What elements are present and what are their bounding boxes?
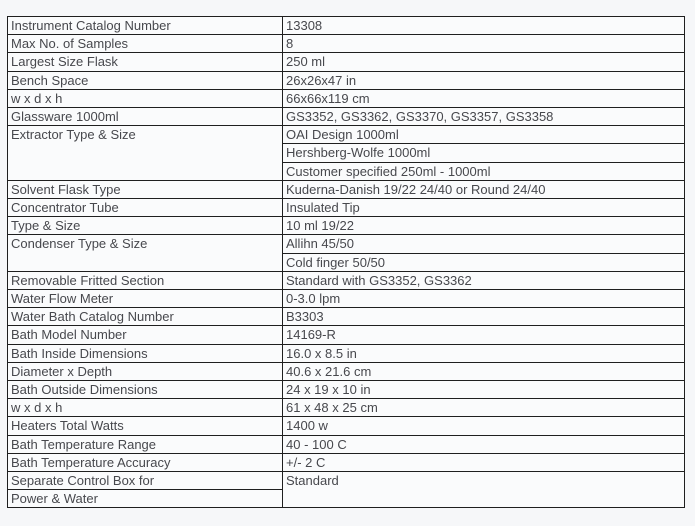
spec-value-cell: Insulated Tip bbox=[282, 198, 685, 218]
spec-label-cell: Bath Inside Dimensions bbox=[7, 343, 283, 363]
table-row: Bench Space 26x26x47 in bbox=[7, 70, 685, 90]
spec-value-cell: Customer specified 250ml - 1000ml bbox=[282, 161, 685, 181]
spec-value-cell: B3303 bbox=[282, 307, 685, 327]
table-row: Max No. of Samples 8 bbox=[7, 34, 685, 54]
table-row: Separate Control Box for Standard bbox=[7, 471, 685, 509]
spec-value-cell: 0-3.0 lpm bbox=[282, 289, 685, 309]
table-row: Bath Outside Dimensions 24 x 19 x 10 in bbox=[7, 380, 685, 400]
spec-label-cell: Bench Space bbox=[7, 70, 283, 90]
spec-label-cell: Removable Fritted Section bbox=[7, 270, 283, 291]
spec-value-cell: GS3352, GS3362, GS3370, GS3357, GS3358 bbox=[282, 107, 685, 127]
spec-value-cell: Allihn 45/50 bbox=[282, 234, 685, 254]
spec-label-cell: Heaters Total Watts bbox=[7, 416, 283, 436]
spec-value-cell: Standard bbox=[282, 471, 685, 509]
spec-label-cell: Concentrator Tube bbox=[7, 198, 283, 218]
spec-value-cell: 61 x 48 x 25 cm bbox=[282, 398, 685, 418]
table-row: Concentrator Tube Insulated Tip bbox=[7, 198, 685, 218]
spec-value-cell: 1400 w bbox=[282, 416, 685, 436]
spec-label-cell: Bath Temperature Range bbox=[7, 434, 283, 454]
table-row: Condenser Type & Size Allihn 45/50 bbox=[7, 234, 685, 272]
spec-value-cell: Standard with GS3352, GS3362 bbox=[282, 270, 685, 291]
spec-value-cell: 16.0 x 8.5 in bbox=[282, 343, 685, 363]
spec-label-cell: w x d x h bbox=[7, 398, 283, 418]
spec-label-cell: Largest Size Flask bbox=[7, 52, 283, 72]
spec-value-cell: Kuderna-Danish 19/22 24/40 or Round 24/4… bbox=[282, 179, 685, 200]
table-row: Removable Fritted Section Standard with G… bbox=[7, 270, 685, 291]
table-row: Bath Inside Dimensions 16.0 x 8.5 in bbox=[7, 343, 685, 363]
spec-value-cell: 26x26x47 in bbox=[282, 70, 685, 90]
spec-label-cell: Power & Water bbox=[7, 489, 283, 509]
spec-label-cell: Diameter x Depth bbox=[7, 361, 283, 382]
spec-label-cell: Water Flow Meter bbox=[7, 289, 283, 309]
spec-value-cell: OAI Design 1000ml bbox=[282, 125, 685, 145]
spec-value-cell: 14169-R bbox=[282, 325, 685, 345]
spec-label-cell: Solvent Flask Type bbox=[7, 179, 283, 200]
specs-table-body: Instrument Catalog Number 13308 Max No. of… bbox=[7, 15, 685, 509]
table-row: Water Flow Meter 0-3.0 lpm bbox=[7, 289, 685, 309]
spec-label-cell: Water Bath Catalog Number bbox=[7, 307, 283, 327]
spec-label-cell: Extractor Type & Size bbox=[7, 125, 283, 181]
table-row: Largest Size Flask 250 ml bbox=[7, 52, 685, 72]
spec-label-cell: Instrument Catalog Number bbox=[7, 15, 283, 36]
spec-value-cell: Cold finger 50/50 bbox=[282, 252, 685, 272]
table-row: Instrument Catalog Number 13308 bbox=[7, 15, 685, 36]
table-row: Water Bath Catalog Number B3303 bbox=[7, 307, 685, 327]
spec-label-cell: Max No. of Samples bbox=[7, 34, 283, 54]
table-row: Type & Size 10 ml 19/22 bbox=[7, 216, 685, 236]
spec-value-cell: 10 ml 19/22 bbox=[282, 216, 685, 236]
table-row: Bath Temperature Range 40 - 100 C bbox=[7, 434, 685, 454]
spec-value-cell: 8 bbox=[282, 34, 685, 54]
spec-label-cell: w x d x h bbox=[7, 88, 283, 109]
table-row: Extractor Type & Size OAI Design 1000ml bbox=[7, 125, 685, 181]
table-row: Glassware 1000ml GS3352, GS3362, GS3370, … bbox=[7, 107, 685, 127]
spec-value-cell: 13308 bbox=[282, 15, 685, 36]
spec-value-cell: +/- 2 C bbox=[282, 452, 685, 473]
table-row: Diameter x Depth 40.6 x 21.6 cm bbox=[7, 361, 685, 382]
spec-value-cell: 250 ml bbox=[282, 52, 685, 72]
specs-table: Instrument Catalog Number 13308 Max No. of… bbox=[7, 15, 685, 509]
table-row: w x d x h 61 x 48 x 25 cm bbox=[7, 398, 685, 418]
table-row: Bath Temperature Accuracy +/- 2 C bbox=[7, 452, 685, 473]
table-row: Power & Water bbox=[7, 489, 685, 509]
spec-label-cell: Bath Outside Dimensions bbox=[7, 380, 283, 400]
spec-value-cell: Hershberg-Wolfe 1000ml bbox=[282, 143, 685, 163]
table-row: Customer specified 250ml - 1000ml bbox=[8, 161, 685, 181]
spec-value-cell: 66x66x119 cm bbox=[282, 88, 685, 109]
spec-label-cell: Separate Control Box for bbox=[7, 471, 283, 491]
spec-value-cell: 40 - 100 C bbox=[282, 434, 685, 454]
table-row: Heaters Total Watts 1400 w bbox=[7, 416, 685, 436]
spec-label-cell: Bath Temperature Accuracy bbox=[7, 452, 283, 473]
spec-label-cell: Bath Model Number bbox=[7, 325, 283, 345]
spec-label-cell: Condenser Type & Size bbox=[7, 234, 283, 272]
spec-value-cell: 40.6 x 21.6 cm bbox=[282, 361, 685, 382]
table-row: Solvent Flask Type Kuderna-Danish 19/22 2… bbox=[7, 179, 685, 200]
spec-label-cell: Glassware 1000ml bbox=[7, 107, 283, 127]
table-row: Bath Model Number 14169-R bbox=[7, 325, 685, 345]
spec-value-cell: 24 x 19 x 10 in bbox=[282, 380, 685, 400]
table-row: w x d x h 66x66x119 cm bbox=[7, 88, 685, 109]
spec-label-cell: Type & Size bbox=[7, 216, 283, 236]
